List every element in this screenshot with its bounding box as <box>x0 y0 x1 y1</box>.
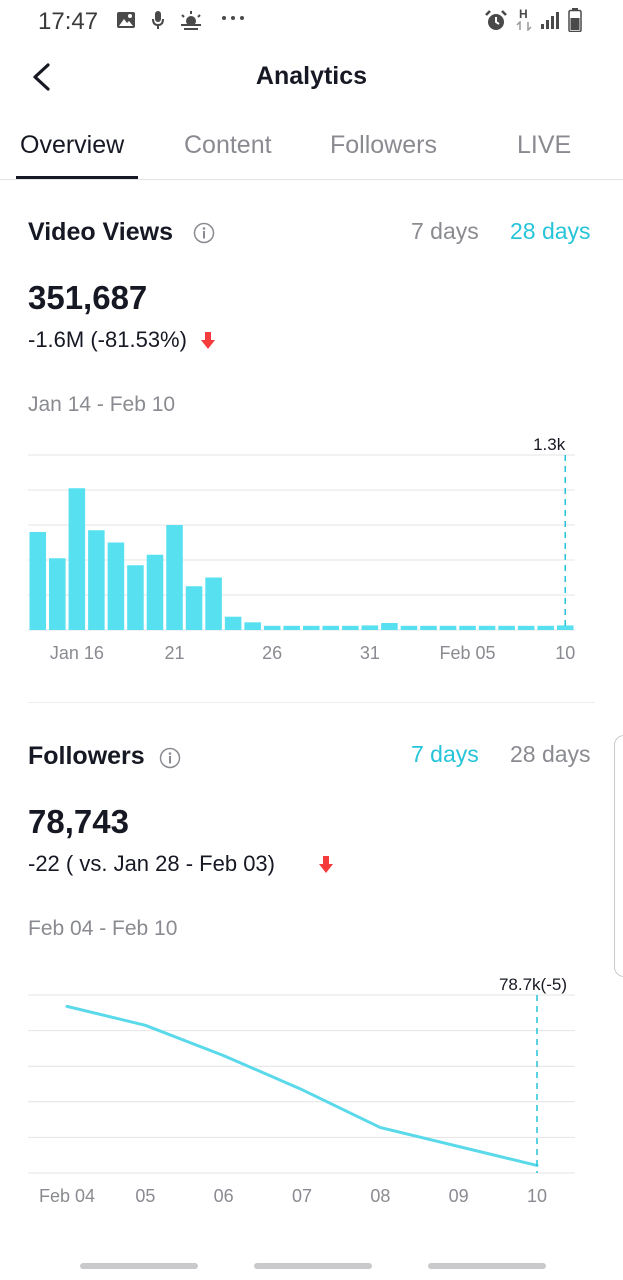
bar <box>498 625 515 630</box>
image-icon <box>116 10 136 35</box>
nav-bar-recents[interactable] <box>80 1263 198 1269</box>
back-arrow-icon <box>33 63 50 91</box>
bar <box>537 625 554 630</box>
bar <box>244 622 261 630</box>
bar <box>517 625 535 630</box>
section-divider <box>28 702 595 703</box>
down-arrow-icon <box>200 331 216 356</box>
status-time: 17:47 <box>38 8 99 35</box>
x-tick-label: Feb 05 <box>440 643 496 663</box>
followers-info-icon[interactable] <box>159 747 181 774</box>
x-tick-label: 10 <box>527 1186 547 1206</box>
nav-bar-back[interactable] <box>428 1263 546 1269</box>
bar <box>342 625 359 630</box>
bar <box>361 625 379 630</box>
bar <box>322 625 340 630</box>
alarm-icon <box>484 10 508 37</box>
followers-7-days-button[interactable]: 7 days <box>411 741 479 767</box>
tab-followers[interactable]: Followers <box>330 131 437 159</box>
bar <box>205 577 222 630</box>
bar <box>224 616 242 630</box>
more-dots-icon <box>220 6 246 31</box>
bar <box>107 542 125 630</box>
bar <box>381 623 398 630</box>
bar <box>420 625 437 630</box>
bar <box>439 625 457 630</box>
active-tab-indicator <box>16 176 138 179</box>
video-views-bar-chart: 1.3k Jan 16 21 26 31 Feb 05 10 <box>28 435 575 663</box>
bar <box>88 530 105 630</box>
x-tick-label: 05 <box>135 1186 155 1206</box>
highlight-value-label: 1.3k <box>533 435 566 454</box>
x-tick-label: 06 <box>214 1186 234 1206</box>
weather-icon <box>179 10 203 35</box>
x-tick-label: 07 <box>292 1186 312 1206</box>
x-tick-label: 08 <box>370 1186 390 1206</box>
nav-bar-home[interactable] <box>254 1263 372 1269</box>
followers-title: Followers <box>28 742 145 770</box>
followers-series-line <box>65 1004 539 1167</box>
status-bar: 17:47 H <box>0 0 623 44</box>
x-tick-label: 09 <box>449 1186 469 1206</box>
back-button[interactable] <box>26 60 60 94</box>
followers-date-range: Feb 04 - Feb 10 <box>28 917 178 940</box>
bar <box>459 625 476 630</box>
video-views-info-icon[interactable] <box>193 222 215 249</box>
bar <box>283 625 300 630</box>
battery-icon <box>568 8 582 37</box>
tabs-divider <box>0 179 623 180</box>
bar <box>166 525 183 630</box>
followers-delta: -22 ( vs. Jan 28 - Feb 03) <box>28 851 275 876</box>
down-arrow-icon <box>318 855 334 880</box>
tab-overview[interactable]: Overview <box>20 131 125 159</box>
bar <box>146 554 164 630</box>
x-tick-label: Jan 16 <box>50 643 104 663</box>
followers-line-chart: 78.7k(-5) Feb 04 05 06 07 08 09 10 <box>28 975 575 1206</box>
h-data-icon: H <box>516 7 532 33</box>
bar <box>263 625 281 630</box>
microphone-icon <box>150 10 166 35</box>
video-views-title: Video Views <box>28 218 173 246</box>
x-tick-label: 26 <box>262 643 282 663</box>
bar <box>478 625 496 630</box>
x-tick-label: 21 <box>165 643 185 663</box>
video-views-date-range: Jan 14 - Feb 10 <box>28 393 176 416</box>
followers-value: 78,743 <box>28 803 129 840</box>
highlight-value-label: 78.7k(-5) <box>499 975 567 994</box>
bar <box>49 558 66 630</box>
x-tick-label: Feb 04 <box>39 1186 95 1206</box>
video-views-value: 351,687 <box>28 279 148 316</box>
scroll-edge-panel[interactable] <box>614 735 623 977</box>
video-views-28-days-button[interactable]: 28 days <box>510 218 591 244</box>
bar <box>29 532 47 630</box>
video-views-7-days-button[interactable]: 7 days <box>411 218 479 244</box>
followers-28-days-button[interactable]: 28 days <box>510 741 591 767</box>
x-tick-label: 31 <box>360 643 380 663</box>
bar <box>68 488 86 630</box>
bar <box>556 625 574 630</box>
bar <box>400 625 418 630</box>
bar <box>303 625 320 630</box>
page-title: Analytics <box>255 62 368 90</box>
bar <box>185 586 203 630</box>
tab-content[interactable]: Content <box>184 131 272 159</box>
tab-live[interactable]: LIVE <box>517 131 572 159</box>
video-views-delta: -1.6M (-81.53%) <box>28 327 187 352</box>
x-tick-label: 10 <box>555 643 575 663</box>
signal-icon <box>540 10 562 35</box>
bar <box>127 565 144 630</box>
